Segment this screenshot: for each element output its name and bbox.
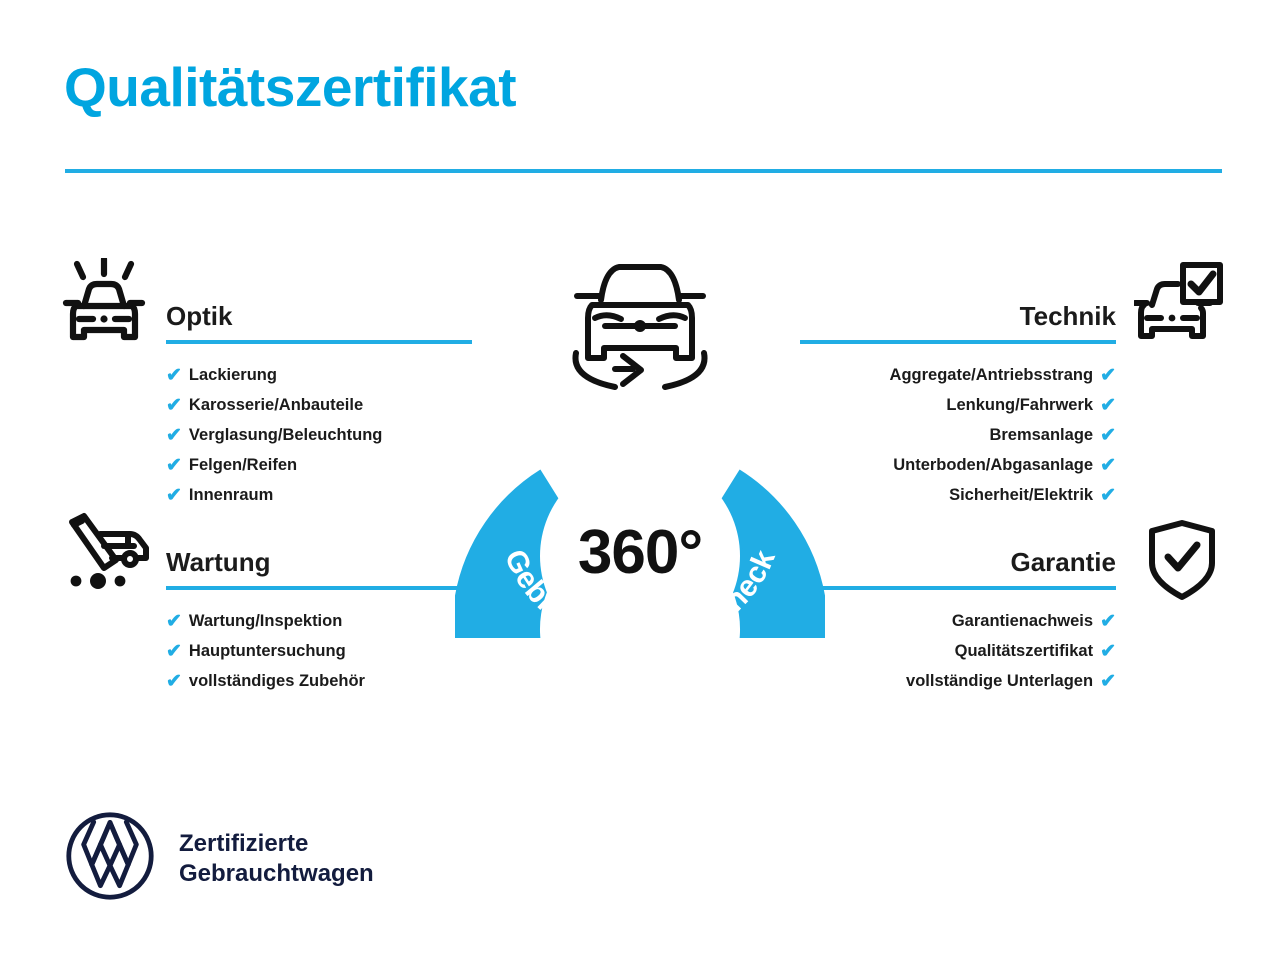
section-title: Wartung (166, 547, 271, 577)
check-icon: ✔ (166, 484, 182, 506)
list-item: ✔ Felgen/Reifen (166, 450, 472, 480)
check-icon: ✔ (1100, 670, 1116, 692)
section-wartung: Wartung ✔ Wartung/Inspektion ✔ Hauptunte… (166, 546, 472, 696)
list-item-label: Qualitätszertifikat (954, 642, 1094, 660)
check-icon: ✔ (1100, 454, 1116, 476)
vw-lockup-line1: Zertifizierte (179, 829, 309, 857)
list-item-label: vollständige Unterlagen (906, 672, 1094, 690)
list-item-label: Unterboden/Abgasanlage (893, 456, 1094, 474)
section-technik: Technik Aggregate/Antriebsstrang ✔ Lenku… (800, 300, 1116, 510)
check-icon: ✔ (166, 640, 182, 662)
check-icon: ✔ (166, 424, 182, 446)
list-item: ✔ Hauptuntersuchung (166, 636, 472, 666)
checklist-garantie: Garantienachweis ✔ Qualitätszertifikat ✔… (800, 606, 1116, 696)
list-item-label: Felgen/Reifen (188, 456, 298, 474)
list-item-label: Bremsanlage (989, 426, 1094, 444)
list-item: ✔ Innenraum (166, 480, 472, 510)
list-item-label: Wartung/Inspektion (188, 612, 343, 630)
list-item: Garantienachweis ✔ (800, 606, 1116, 636)
vw-lockup-line2: Gebrauchtwagen (179, 859, 374, 887)
list-item: Qualitätszertifikat ✔ (800, 636, 1116, 666)
check-icon: ✔ (1100, 484, 1116, 506)
list-item: ✔ Wartung/Inspektion (166, 606, 472, 636)
list-item-label: vollständiges Zubehör (188, 672, 365, 690)
vw-lockup-text: Zertifizierte Gebrauchtwagen (179, 829, 374, 889)
section-divider (800, 340, 1116, 344)
list-item-label: Hauptuntersuchung (188, 642, 346, 660)
section-title: Technik (1019, 301, 1116, 331)
check-icon: ✔ (1100, 394, 1116, 416)
vw-certified-lockup: Zertifizierte Gebrauchtwagen (64, 810, 374, 907)
section-header: Garantie (800, 546, 1116, 590)
shield-check-icon (1146, 519, 1218, 601)
list-item-label: Garantienachweis (951, 612, 1094, 630)
page-title: Qualitätszertifikat (64, 56, 517, 118)
check-icon: ✔ (166, 394, 182, 416)
car-checkbox-icon (1132, 262, 1224, 348)
section-title: Optik (166, 301, 233, 331)
list-item: ✔ Karosserie/Anbauteile (166, 390, 472, 420)
list-item-label: Karosserie/Anbauteile (188, 396, 364, 414)
section-header: Technik (800, 300, 1116, 344)
car-service-pen-icon (60, 512, 152, 592)
section-divider (166, 340, 472, 344)
section-divider (800, 586, 1116, 590)
checklist-optik: ✔ Lackierung ✔ Karosserie/Anbauteile ✔ V… (166, 360, 472, 510)
list-item: Bremsanlage ✔ (800, 420, 1116, 450)
list-item: Aggregate/Antriebsstrang ✔ (800, 360, 1116, 390)
section-optik: Optik ✔ Lackierung ✔ Karosserie/Anbautei… (166, 300, 472, 510)
check-icon: ✔ (1100, 610, 1116, 632)
section-title: Garantie (1010, 547, 1117, 577)
check-icon: ✔ (1100, 364, 1116, 386)
list-item-label: Aggregate/Antriebsstrang (889, 366, 1094, 384)
title-divider (65, 169, 1222, 173)
list-item: ✔ Lackierung (166, 360, 472, 390)
check-icon: ✔ (166, 670, 182, 692)
section-header: Optik (166, 300, 472, 344)
list-item-label: Lackierung (188, 366, 277, 384)
gebrauchtwagen-check-badge: Gebrauchtwagen-Check 360° (452, 248, 828, 817)
car-rotate-360-icon (572, 264, 708, 390)
car-shine-icon (62, 255, 146, 348)
list-item-label: Verglasung/Beleuchtung (188, 426, 383, 444)
check-icon: ✔ (166, 364, 182, 386)
list-item: vollständige Unterlagen ✔ (800, 666, 1116, 696)
check-icon: ✔ (166, 454, 182, 476)
section-header: Wartung (166, 546, 472, 590)
list-item-label: Sicherheit/Elektrik (949, 486, 1094, 504)
list-item: Lenkung/Fahrwerk ✔ (800, 390, 1116, 420)
list-item: ✔ vollständiges Zubehör (166, 666, 472, 696)
list-item-label: Innenraum (188, 486, 274, 504)
volkswagen-logo (64, 810, 156, 907)
checklist-wartung: ✔ Wartung/Inspektion ✔ Hauptuntersuchung… (166, 606, 472, 696)
check-icon: ✔ (166, 610, 182, 632)
section-garantie: Garantie Garantienachweis ✔ Qualitätszer… (800, 546, 1116, 696)
check-icon: ✔ (1100, 424, 1116, 446)
check-icon: ✔ (1100, 640, 1116, 662)
list-item: Unterboden/Abgasanlage ✔ (800, 450, 1116, 480)
checklist-technik: Aggregate/Antriebsstrang ✔ Lenkung/Fahrw… (800, 360, 1116, 510)
list-item: Sicherheit/Elektrik ✔ (800, 480, 1116, 510)
badge-center-label: 360° (578, 518, 702, 587)
list-item: ✔ Verglasung/Beleuchtung (166, 420, 472, 450)
list-item-label: Lenkung/Fahrwerk (946, 396, 1094, 414)
section-divider (166, 586, 472, 590)
